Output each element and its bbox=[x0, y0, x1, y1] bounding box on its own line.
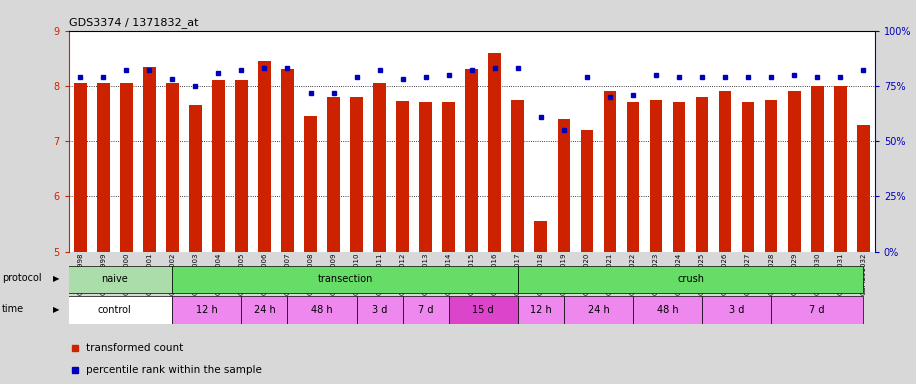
Bar bbox=[696, 97, 708, 252]
Text: 3 d: 3 d bbox=[729, 305, 745, 315]
Bar bbox=[672, 103, 685, 252]
Text: 12 h: 12 h bbox=[530, 305, 551, 315]
Text: control: control bbox=[98, 305, 132, 315]
Text: 15 d: 15 d bbox=[473, 305, 494, 315]
Text: 24 h: 24 h bbox=[254, 305, 276, 315]
Bar bbox=[564, 296, 633, 324]
Bar bbox=[442, 103, 455, 252]
Bar bbox=[397, 101, 409, 252]
Text: time: time bbox=[2, 304, 24, 314]
Text: naive: naive bbox=[102, 274, 128, 285]
Bar bbox=[558, 119, 570, 252]
Bar bbox=[581, 130, 594, 252]
Bar bbox=[834, 86, 846, 252]
Bar bbox=[288, 296, 356, 324]
Bar bbox=[356, 296, 403, 324]
Bar bbox=[304, 116, 317, 252]
Text: ▶: ▶ bbox=[53, 305, 60, 314]
Bar bbox=[857, 124, 869, 252]
Text: 48 h: 48 h bbox=[311, 305, 333, 315]
Bar bbox=[120, 83, 133, 252]
Bar bbox=[649, 100, 662, 252]
Text: 24 h: 24 h bbox=[587, 305, 609, 315]
Bar bbox=[702, 296, 771, 324]
Bar bbox=[74, 83, 86, 252]
Text: crush: crush bbox=[677, 274, 704, 285]
Bar bbox=[719, 91, 731, 252]
Text: transection: transection bbox=[317, 274, 373, 285]
Bar bbox=[465, 70, 478, 252]
Bar bbox=[97, 83, 110, 252]
Bar bbox=[235, 80, 247, 252]
Bar bbox=[633, 296, 702, 324]
Bar bbox=[350, 97, 363, 252]
Bar bbox=[771, 296, 863, 324]
Bar bbox=[518, 296, 564, 324]
Bar bbox=[518, 266, 863, 293]
Bar bbox=[488, 53, 501, 252]
Bar bbox=[143, 66, 156, 252]
Bar bbox=[281, 70, 294, 252]
Bar bbox=[742, 103, 755, 252]
Bar bbox=[172, 296, 242, 324]
Bar bbox=[511, 100, 524, 252]
Bar bbox=[166, 83, 179, 252]
Bar bbox=[57, 296, 172, 324]
Bar bbox=[327, 97, 340, 252]
Bar bbox=[604, 91, 616, 252]
Bar bbox=[449, 296, 518, 324]
Bar bbox=[535, 221, 547, 252]
Text: protocol: protocol bbox=[2, 273, 41, 283]
Text: 12 h: 12 h bbox=[196, 305, 218, 315]
Text: 7 d: 7 d bbox=[810, 305, 825, 315]
Text: ▶: ▶ bbox=[53, 274, 60, 283]
Bar bbox=[811, 86, 823, 252]
Bar bbox=[213, 80, 224, 252]
Bar bbox=[189, 105, 202, 252]
Bar bbox=[374, 83, 386, 252]
Text: 7 d: 7 d bbox=[418, 305, 433, 315]
Bar bbox=[765, 100, 778, 252]
Text: 48 h: 48 h bbox=[657, 305, 679, 315]
Text: transformed count: transformed count bbox=[86, 343, 184, 353]
Bar bbox=[242, 296, 288, 324]
Text: GDS3374 / 1371832_at: GDS3374 / 1371832_at bbox=[69, 17, 198, 28]
Bar bbox=[788, 91, 801, 252]
Bar bbox=[627, 103, 639, 252]
Bar bbox=[420, 103, 432, 252]
Bar bbox=[57, 266, 172, 293]
Text: percentile rank within the sample: percentile rank within the sample bbox=[86, 365, 262, 375]
Bar bbox=[172, 266, 518, 293]
Text: 3 d: 3 d bbox=[372, 305, 387, 315]
Bar bbox=[403, 296, 449, 324]
Bar bbox=[258, 61, 271, 252]
